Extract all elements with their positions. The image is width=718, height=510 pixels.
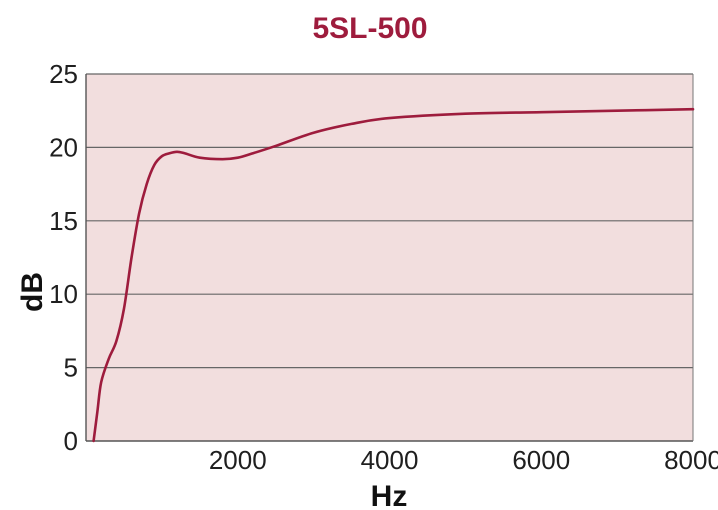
x-tick-label-2000: 2000 [209, 445, 267, 475]
y-tick-labels: 0 5 10 15 20 25 [49, 59, 78, 456]
chart-title: 5SL-500 [312, 12, 427, 45]
y-tick-label-5: 5 [64, 353, 78, 383]
plot-background [86, 74, 693, 441]
y-tick-label-25: 25 [49, 59, 78, 89]
y-tick-label-0: 0 [64, 426, 78, 456]
x-tick-label-4000: 4000 [361, 445, 419, 475]
y-axis-label: dB [16, 272, 49, 312]
x-tick-labels: 2000 4000 6000 8000 [209, 445, 718, 475]
series-layer [92, 107, 695, 443]
y-tick-label-20: 20 [49, 132, 78, 162]
x-tick-label-8000: 8000 [664, 445, 718, 475]
y-tick-label-15: 15 [49, 206, 78, 236]
x-axis-label: Hz [371, 480, 408, 510]
axes [85, 74, 694, 442]
y-tick-label-10: 10 [49, 279, 78, 309]
grid-lines [86, 73, 693, 369]
series-line-0 [92, 107, 695, 443]
x-tick-label-6000: 6000 [512, 445, 570, 475]
